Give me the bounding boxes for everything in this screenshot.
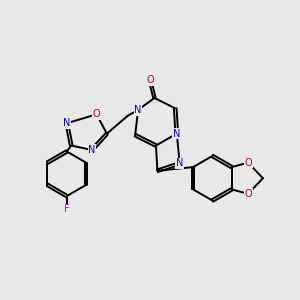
Text: O: O — [244, 189, 252, 199]
Text: N: N — [88, 145, 96, 155]
Text: N: N — [173, 129, 180, 139]
Text: F: F — [64, 204, 70, 214]
Text: O: O — [244, 158, 252, 168]
Text: N: N — [63, 118, 70, 128]
Text: N: N — [134, 105, 142, 115]
Text: O: O — [146, 75, 154, 85]
Text: N: N — [176, 158, 183, 168]
Text: O: O — [93, 109, 100, 119]
